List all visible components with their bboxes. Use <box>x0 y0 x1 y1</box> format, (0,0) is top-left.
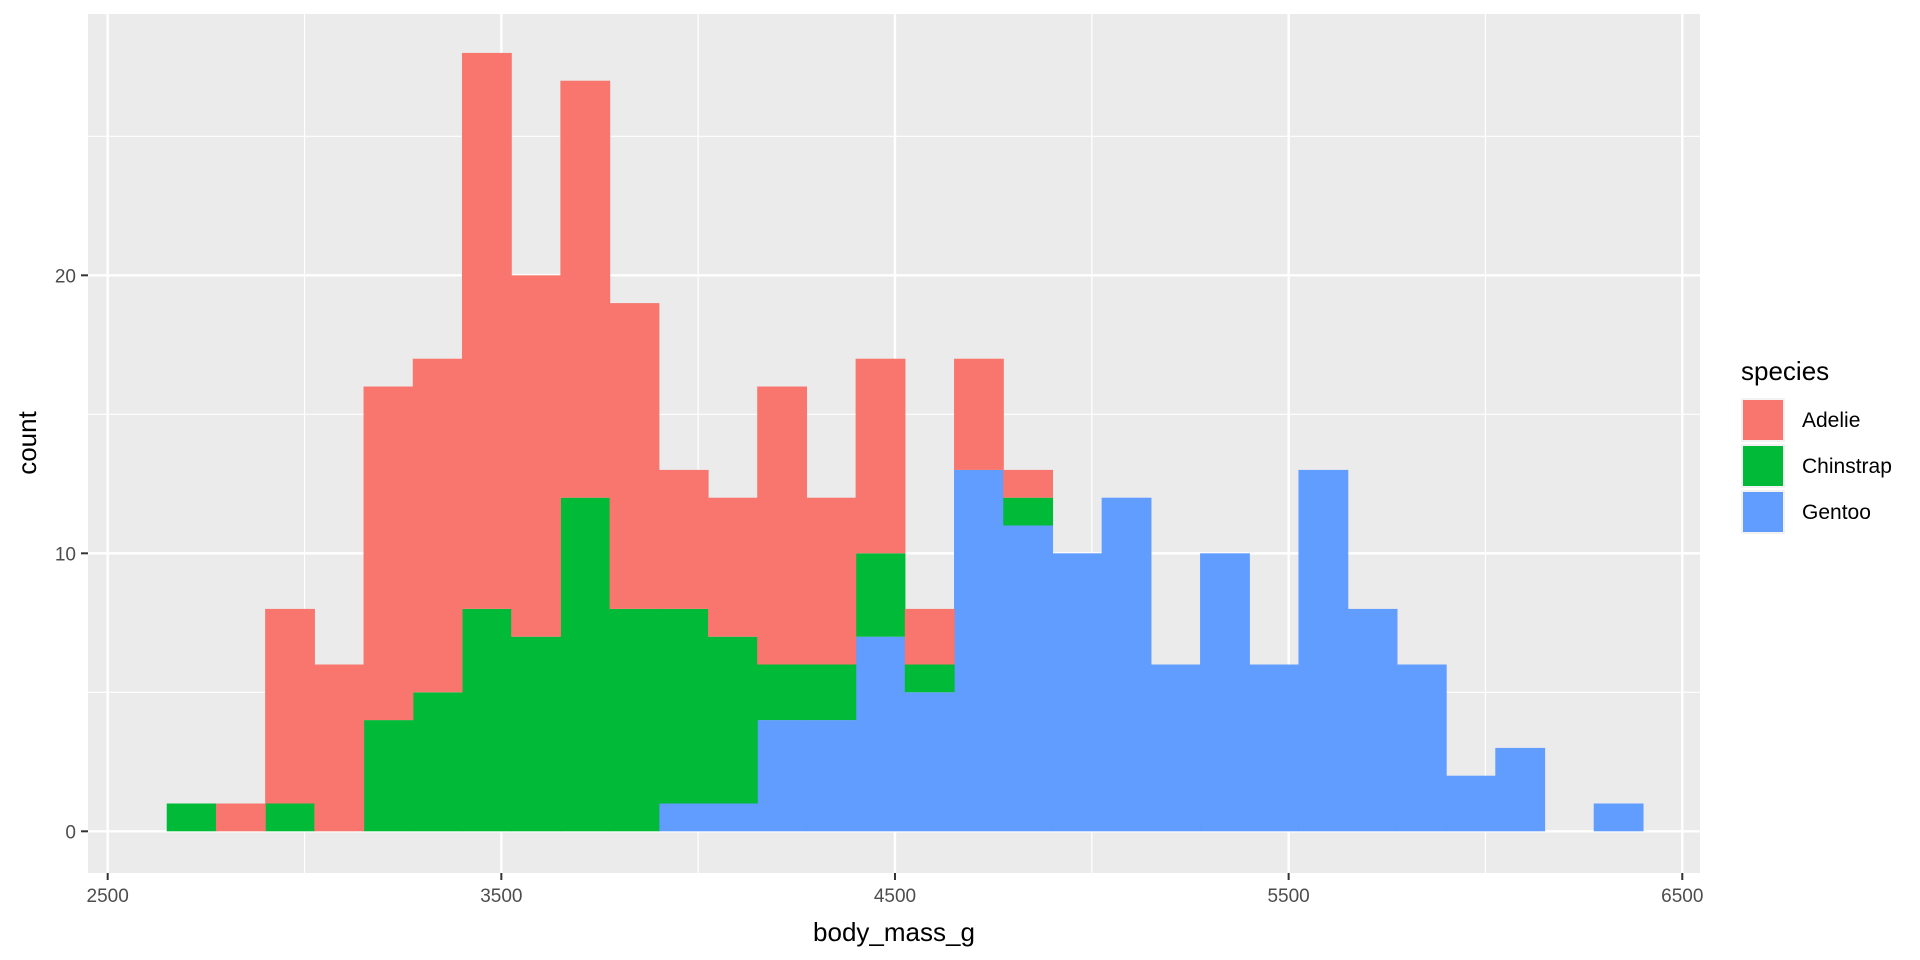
bar-chinstrap <box>412 692 463 832</box>
bar-gentoo <box>1003 525 1054 832</box>
histogram-bars <box>166 52 1644 832</box>
bar-gentoo <box>1200 553 1250 832</box>
bar-chinstrap <box>511 636 561 832</box>
bar-gentoo <box>1495 747 1546 832</box>
x-tick-label: 5500 <box>1267 886 1309 907</box>
bar-gentoo <box>954 469 1004 832</box>
bar-chinstrap <box>265 803 315 832</box>
bar-chinstrap <box>560 497 611 832</box>
bar-adelie <box>215 803 266 832</box>
bar-adelie <box>658 469 709 609</box>
bar-gentoo <box>855 636 906 832</box>
bar-chinstrap <box>609 608 660 832</box>
bar-chinstrap <box>708 636 758 804</box>
y-tick-labels: 0 10 20 <box>55 266 76 843</box>
legend: species Adelie Chinstrap Gentoo <box>1741 356 1892 534</box>
bar-chinstrap <box>658 608 709 804</box>
legend-items: Adelie Chinstrap Gentoo <box>1741 398 1892 534</box>
axis-ticks <box>81 274 1684 880</box>
bar-adelie <box>1003 469 1054 498</box>
bar-adelie <box>757 386 808 665</box>
bar-adelie <box>609 303 660 609</box>
bar-gentoo <box>1150 664 1201 832</box>
bar-gentoo <box>1298 469 1349 832</box>
bar-chinstrap <box>757 664 808 721</box>
bar-gentoo <box>1101 497 1152 832</box>
y-tick-label: 0 <box>65 822 76 843</box>
x-tick-labels: 2500 3500 4500 5500 6500 <box>87 886 1704 907</box>
bar-chinstrap <box>1003 497 1054 526</box>
legend-title: species <box>1741 356 1829 386</box>
bar-gentoo <box>658 803 709 832</box>
bar-gentoo <box>1052 553 1103 832</box>
bar-adelie <box>904 608 955 665</box>
bar-gentoo <box>1396 664 1447 832</box>
bar-gentoo <box>1347 608 1398 832</box>
bar-chinstrap <box>363 720 414 832</box>
bar-adelie <box>560 80 611 498</box>
bar-adelie <box>314 664 365 832</box>
bar-adelie <box>511 275 561 637</box>
bar-chinstrap <box>855 553 906 637</box>
x-axis-title: body_mass_g <box>813 917 975 947</box>
bar-gentoo <box>1249 664 1300 832</box>
legend-swatch-chinstrap <box>1743 446 1783 486</box>
bar-adelie <box>461 52 512 609</box>
bar-gentoo <box>1446 775 1496 832</box>
bar-adelie <box>708 497 758 637</box>
bar-chinstrap <box>461 608 512 832</box>
legend-label-gentoo: Gentoo <box>1802 501 1871 524</box>
bar-adelie <box>806 497 857 665</box>
x-tick-label: 6500 <box>1661 886 1703 907</box>
bar-gentoo <box>708 803 758 832</box>
bar-adelie <box>954 358 1004 470</box>
bar-chinstrap <box>806 664 857 721</box>
bar-chinstrap <box>904 664 955 693</box>
bar-adelie <box>412 358 463 693</box>
legend-label-adelie: Adelie <box>1802 409 1860 432</box>
legend-swatch-gentoo <box>1743 492 1783 532</box>
x-tick-label: 3500 <box>480 886 522 907</box>
x-tick-label: 4500 <box>874 886 916 907</box>
bar-gentoo <box>904 692 955 832</box>
y-tick-label: 10 <box>55 544 76 565</box>
bar-adelie <box>855 358 906 554</box>
bar-gentoo <box>1593 803 1644 832</box>
bar-adelie <box>363 386 414 721</box>
legend-label-chinstrap: Chinstrap <box>1802 455 1892 478</box>
bar-adelie <box>265 608 315 804</box>
x-tick-label: 2500 <box>87 886 129 907</box>
y-axis-title: count <box>12 410 42 474</box>
bar-gentoo <box>757 720 808 832</box>
y-tick-label: 20 <box>55 266 76 287</box>
bar-chinstrap <box>166 803 217 832</box>
legend-swatch-adelie <box>1743 400 1783 440</box>
bar-gentoo <box>806 720 857 832</box>
